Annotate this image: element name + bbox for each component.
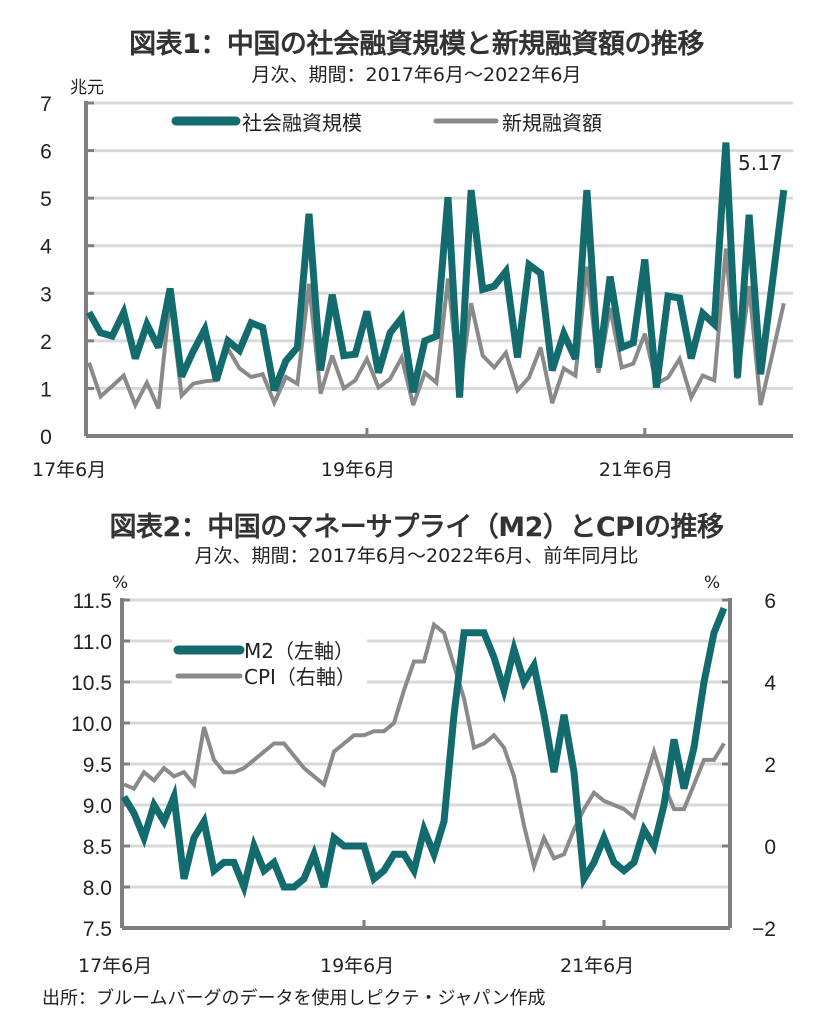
y-right-tick-label: −2 — [752, 918, 776, 941]
y-tick-label: 2 — [40, 331, 52, 354]
series-line-cpi — [123, 621, 726, 874]
y-right-tick-label: 4 — [764, 672, 776, 695]
y-tick-label: 7 — [40, 93, 52, 116]
chart2-subtitle: 月次、期間：2017年6月～2022年6月、前年同月比 — [194, 545, 639, 567]
y-tick-label: 0 — [40, 426, 52, 449]
data-label-last: 5.17 — [738, 151, 783, 175]
legend-label-new-loans: 新規融資額 — [502, 111, 602, 135]
y-left-tick-label: 8.0 — [83, 877, 112, 900]
y-left-unit: % — [112, 573, 128, 593]
y-right-tick-label: 6 — [764, 590, 776, 613]
y-tick-label: 3 — [40, 283, 52, 306]
chart2-title: 図表2：中国のマネーサプライ（M2）とCPIの推移 — [109, 512, 724, 543]
y-left-tick-label: 9.0 — [83, 795, 112, 818]
legend-label-tsf: 社会融資規模 — [242, 111, 362, 135]
chart1-plot: 0 1 2 3 4 5 6 7 兆元 17年6月 19年6月 21年6月 5.17 社会融資規模 新規融資額 — [32, 78, 793, 481]
series-line-m2 — [121, 606, 728, 899]
y-left-tick-label: 11.0 — [73, 631, 112, 654]
source-note: 出所：ブルームバーグのデータを使用しピクテ・ジャパン作成 — [42, 988, 546, 1009]
x-tick-label: 21年6月 — [560, 955, 634, 977]
y-tick-label: 6 — [40, 141, 52, 164]
legend-background — [165, 108, 645, 138]
y-tick-label: 5 — [40, 188, 52, 211]
y-left-tick-label: 10.0 — [71, 713, 112, 736]
y-tick-label: 1 — [40, 378, 52, 401]
series-line-tsf — [85, 142, 788, 398]
y-left-tick-label: 10.5 — [71, 672, 112, 695]
y-right-unit: % — [704, 573, 720, 593]
chart1-subtitle: 月次、期間：2017年6月～2022年6月 — [251, 64, 582, 86]
y-left-tick-label: 7.5 — [83, 918, 112, 941]
x-tick-label: 19年6月 — [320, 955, 394, 977]
y-tick-label: 4 — [40, 236, 52, 259]
series-line-new-loans — [87, 248, 786, 410]
y-left-tick-label: 8.5 — [83, 836, 112, 859]
legend-label-cpi: CPI（右軸） — [244, 665, 356, 689]
y-left-tick-label: 9.5 — [83, 754, 112, 777]
y-axis-unit: 兆元 — [70, 78, 104, 98]
x-tick-label: 17年6月 — [32, 459, 106, 481]
chart2-plot: 7.5 8.0 8.5 9.0 9.5 10.0 10.5 11.0 11.5 −2 0 2 4 6% % 1… — [71, 573, 776, 977]
x-tick-label: 19年6月 — [321, 459, 395, 481]
chart1-title: 図表1：中国の社会融資規模と新規融資額の推移 — [129, 29, 704, 60]
x-tick-label: 17年6月 — [78, 955, 152, 977]
x-tick-label: 21年6月 — [599, 459, 673, 481]
y-left-tick-label: 11.5 — [73, 590, 112, 613]
y-right-tick-label: 2 — [764, 754, 776, 777]
y-right-tick-label: 0 — [764, 836, 776, 859]
legend-label-m2: M2（左軸） — [244, 639, 354, 663]
